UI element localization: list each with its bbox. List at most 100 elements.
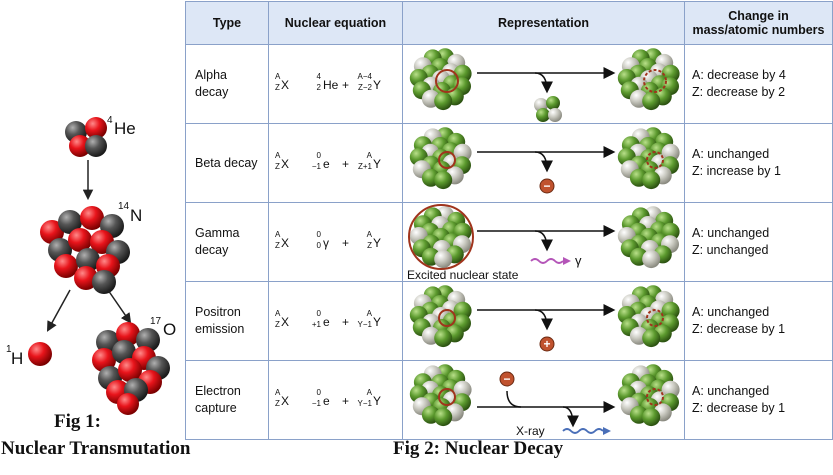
nitrogen-label-mass: 14 [118,201,130,212]
plus-sign: + [342,315,349,329]
helium-nucleus [65,117,107,157]
cell-change: A: unchanged Z: unchanged [684,202,833,282]
daughter-atomic: Z−2 [358,83,373,92]
changed-nucleon-outline [646,151,664,169]
proton-sphere [642,92,661,111]
changed-nucleon-outline [438,151,456,169]
neutron-sphere [642,250,661,269]
change-mass: A: unchanged [692,384,770,398]
electron-sign: − [503,372,510,386]
equation-graphic: AZ X0−1 e +AY−1 Y [275,388,381,408]
helium-label-mass: 4 [107,115,113,126]
cell-equation: A Z X 4 2 He + A−4 Z−2 Y [268,44,403,124]
daughter-atomic: Z+1 [358,162,373,171]
daughter-symbol: Y [373,236,381,250]
cell-change: A: unchanged Z: decrease by 1 [684,360,833,440]
header-change-line2: mass/atomic numbers [692,23,825,37]
proton-sphere [642,171,661,190]
cell-type: Beta decay [185,123,269,203]
proton-sphere [642,408,661,427]
emitted-symbol: e [323,157,330,171]
table-row: Beta decay A Z X 0 −1 e + A Z+1 Y − A: unchanged Z: … [185,123,833,203]
changed-nucleon-outline [438,388,456,406]
electron-particle [539,178,555,194]
alpha-nucleon [536,108,550,122]
transmutation-arrow-left [46,289,71,332]
daughter-nucleus [617,285,680,348]
hydrogen-nucleus [28,342,52,366]
daughter-nucleus [617,127,680,190]
table-row: Gamma decay A Z X 0 0 γ + A Z Y γ Excited nuclear st… [185,202,833,282]
table-row: Electron capture A Z X 0 −1 e + A Y−1 Y − X-ray A: un… [185,360,833,440]
daughter-mass: A [367,230,373,239]
emitted-atomic: −1 [312,162,322,171]
header-change: Change in mass/atomic numbers [684,1,833,45]
emitted-mass: 0 [317,230,322,239]
change-mass: A: decrease by 4 [692,68,786,82]
oxygen-label-symbol: O [163,320,176,339]
changed-nucleon-outline [646,388,664,406]
plus-sign: + [342,157,349,171]
cell-representation: − X-ray [402,360,685,440]
oxygen-nucleus [92,322,170,415]
decay-representation [409,48,680,122]
particle-sign: + [543,337,550,351]
alpha-particle [534,96,562,122]
gamma-wave-head [563,257,571,265]
change-mass: A: unchanged [692,226,770,240]
cell-type: Gamma decay [185,202,269,282]
header-change-line1: Change in [728,9,789,23]
type-line1: Alpha decay [195,68,229,99]
gamma-wave [530,258,564,264]
type-line2: decay [195,243,229,257]
plus-sign: + [342,236,349,250]
emitted-cluster-outline [435,69,459,93]
transmutation-arrow-right [107,289,132,324]
type-line1: Beta decay [195,155,258,170]
emitted-atomic: 0 [317,241,322,250]
changed-nucleon-outline [646,309,664,327]
cell-type: Alpha decay [185,44,269,124]
daughter-atomic: Z [367,241,372,250]
daughter-atomic: Y−1 [358,320,373,329]
parent-nucleus [409,48,472,111]
emitted-symbol: e [323,394,330,408]
gamma-symbol: γ [575,253,582,268]
parent-atomic: Z [275,320,280,329]
xray-wave-head [603,427,611,435]
neutron-sphere [434,250,453,269]
change-atomic: Z: increase by 1 [692,164,781,178]
daughter-nucleus [617,364,680,427]
change-atomic: Z: unchanged [692,243,769,257]
parent-nucleus [409,285,472,348]
cell-representation: − [402,123,685,203]
xray-wave [562,428,604,434]
emitted-mass: 0 [317,151,322,160]
change-mass: A: unchanged [692,147,770,161]
daughter-mass: A−4 [358,72,373,81]
parent-mass: A [275,151,281,160]
daughter-symbol: Y [373,315,381,329]
type-line1: Electron [195,384,241,398]
fig1-panel: 4 He 14 N 1 H [0,0,190,470]
emission-branch-arrow [534,309,553,331]
header-equation: Nuclear equation [268,1,403,45]
daughter-symbol: Y [373,157,381,171]
nitrogen-label-symbol: N [130,206,142,225]
change-atomic: Z: decrease by 1 [692,401,786,415]
cell-equation: A Z X 0 +1 e + A Y−1 Y [268,281,403,361]
proton-sphere [642,329,661,348]
oxygen-label-mass: 17 [150,316,162,327]
emitted-symbol: He [323,78,339,92]
electron-particle [499,371,515,387]
parent-symbol: X [281,157,289,171]
cell-type: Electron capture [185,360,269,440]
cell-representation: + [402,281,685,361]
cell-equation: A Z X 0 0 γ + A Z Y [268,202,403,282]
emitted-symbol: γ [323,236,329,250]
daughter-symbol: Y [373,394,381,408]
daughter-mass: A [367,309,373,318]
cell-change: A: unchanged Z: increase by 1 [684,123,833,203]
daughter-symbol: Y [373,78,381,92]
vacancy-outline [643,69,667,93]
